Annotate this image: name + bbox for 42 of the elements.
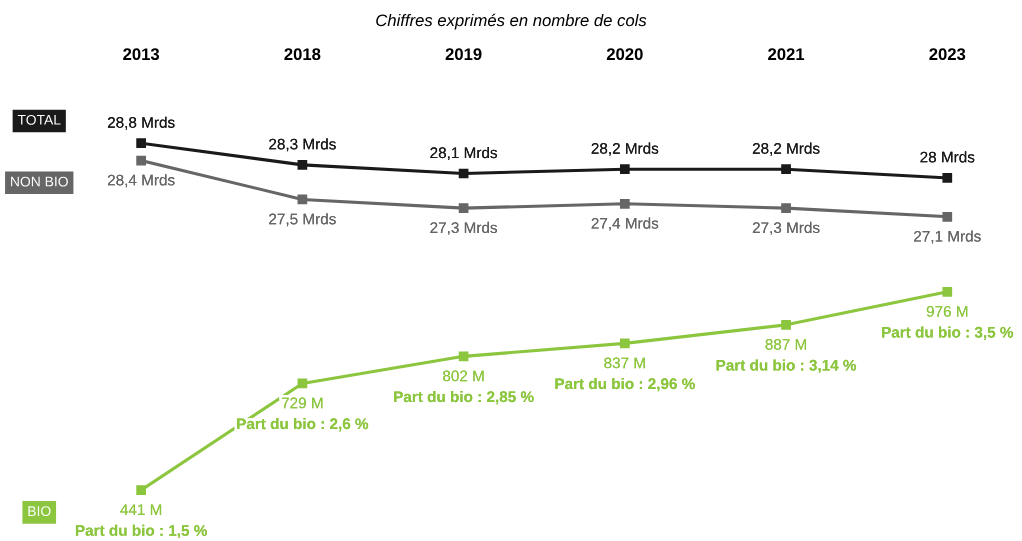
data-label: 976 M Part du bio : 3,5 % xyxy=(882,306,1014,340)
data-label: 28,3 Mrds xyxy=(269,138,336,152)
text: BIO xyxy=(28,506,51,517)
point xyxy=(942,172,953,183)
data-label: 27,5 Mrds xyxy=(269,213,336,227)
data-label: 28 Mrds xyxy=(920,151,975,163)
data-label: 27,3 Mrds xyxy=(430,221,498,235)
data-label: 27,3 Mrds xyxy=(752,221,820,235)
point xyxy=(942,211,953,222)
x-tick-label: 2013 xyxy=(123,48,160,61)
point xyxy=(619,338,630,349)
x-tick-label: 2023 xyxy=(929,48,966,61)
point xyxy=(942,287,953,297)
point xyxy=(619,198,630,209)
point xyxy=(781,320,791,330)
point xyxy=(136,138,147,149)
x-tick-label: 2020 xyxy=(606,48,643,61)
data-label: 27,4 Mrds xyxy=(591,217,659,231)
data-label: 28,8 Mrds xyxy=(107,116,175,130)
data-label: 28,4 Mrds xyxy=(107,174,175,188)
text: TOTAL xyxy=(17,114,61,125)
data-label: 28,2 Mrds xyxy=(591,142,659,156)
point xyxy=(619,164,630,175)
x-tick-label: 2021 xyxy=(768,48,805,61)
data-label: 27,1 Mrds xyxy=(914,230,981,244)
point xyxy=(781,203,791,213)
data-label: 28,1 Mrds xyxy=(430,146,498,160)
x-tick-label: 2019 xyxy=(445,48,482,61)
point xyxy=(458,203,469,213)
point xyxy=(781,164,791,175)
x-tick-label: 2018 xyxy=(284,48,321,61)
point xyxy=(297,159,308,170)
data-label: 887 M Part du bio : 3,14 % xyxy=(716,338,857,373)
data-label: 802 M Part du bio : 2,85 % xyxy=(394,370,534,405)
data-label: 837 M Part du bio : 2,96 % xyxy=(555,357,695,392)
data-label: 441 M Part du bio : 1,5 % xyxy=(75,504,207,539)
point xyxy=(136,155,147,166)
data-label: 28,2 Mrds xyxy=(752,142,820,156)
text: NON BIO xyxy=(11,176,68,187)
point xyxy=(458,351,469,362)
point xyxy=(136,485,147,495)
chart-title: Chiffres exprimés en nombre de cols xyxy=(376,13,647,30)
